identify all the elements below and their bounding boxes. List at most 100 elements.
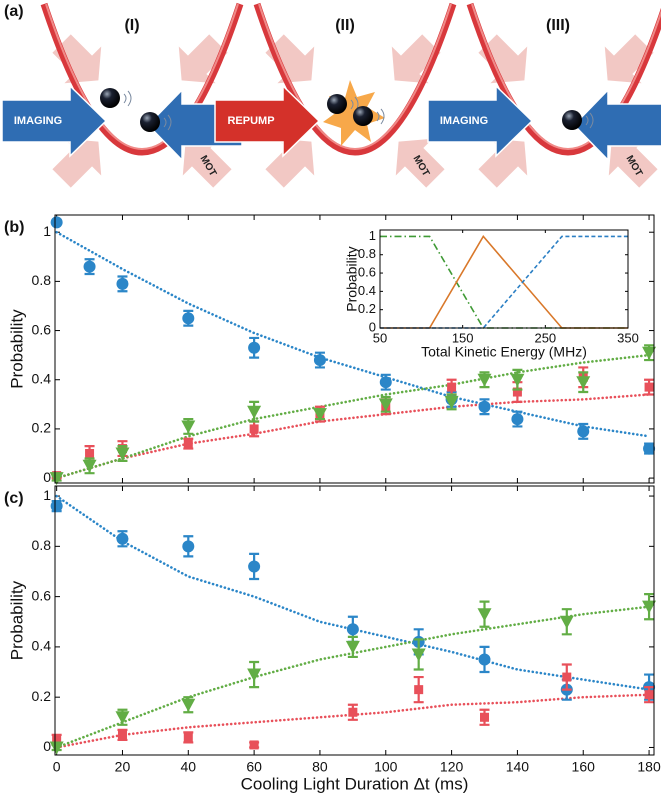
- y-tick-label: 0.6: [32, 587, 52, 603]
- fit-line: [57, 496, 650, 689]
- x-tick-label: 60: [246, 759, 262, 775]
- data-point: [184, 733, 193, 742]
- data-point: [115, 711, 129, 724]
- data-point: [478, 608, 492, 621]
- atom: [562, 110, 582, 130]
- data-point: [479, 653, 491, 665]
- data-point: [51, 216, 63, 228]
- data-point: [182, 312, 194, 324]
- fit-line: [57, 395, 650, 479]
- x-axis-label: Total Kinetic Energy (MHz): [421, 344, 587, 360]
- data-point: [560, 616, 574, 629]
- y-tick-label: 0.6: [32, 321, 52, 337]
- x-tick-label: 180: [637, 759, 661, 775]
- inset-background: [380, 230, 628, 328]
- data-point: [181, 699, 195, 712]
- data-point: [562, 673, 571, 682]
- atom: [327, 94, 347, 114]
- data-point: [182, 540, 194, 552]
- data-point: [248, 342, 260, 354]
- panel-label: (a): [4, 3, 24, 20]
- data-point: [347, 623, 359, 635]
- panel-label: (c): [4, 490, 24, 507]
- y-tick-label: 0.6: [358, 264, 376, 279]
- data-point: [447, 383, 456, 392]
- data-point: [51, 500, 63, 512]
- data-point: [379, 398, 393, 411]
- data-point: [116, 533, 128, 545]
- y-tick-label: 0.2: [32, 688, 52, 704]
- y-tick-label: 0: [43, 738, 51, 754]
- data-point: [116, 278, 128, 290]
- data-point: [479, 401, 491, 413]
- data-point: [118, 730, 127, 739]
- mot-beam: [589, 25, 661, 99]
- atom: [353, 106, 373, 126]
- data-point: [248, 560, 260, 572]
- x-tick-label: 100: [374, 759, 398, 775]
- x-tick-label: 40: [181, 759, 197, 775]
- y-tick-label: 1: [43, 223, 51, 239]
- data-point: [50, 741, 64, 754]
- data-point: [645, 690, 654, 699]
- beam-label: IMAGING: [14, 115, 62, 127]
- data-point: [577, 425, 589, 437]
- scene: REPUMPMOT(II): [215, 4, 454, 197]
- y-tick-label: 0.2: [32, 420, 52, 436]
- y-tick-label: 0.8: [32, 272, 52, 288]
- data-point: [380, 376, 392, 388]
- motion-lines: [124, 91, 131, 106]
- y-tick-label: 1: [369, 228, 376, 243]
- fit-line: [57, 355, 650, 478]
- x-tick-label: 350: [617, 330, 639, 345]
- x-tick-label: 80: [312, 759, 328, 775]
- data-point: [250, 424, 259, 433]
- y-tick-label: 0: [43, 469, 51, 485]
- x-tick-label: 0: [53, 759, 61, 775]
- data-point: [84, 261, 96, 273]
- y-tick-label: 0.8: [32, 537, 52, 553]
- panel-label: (b): [4, 219, 24, 236]
- y-tick-label: 0.2: [358, 301, 376, 316]
- data-point: [414, 685, 423, 694]
- y-tick-label: 0.4: [32, 638, 52, 654]
- x-tick-label: 50: [373, 330, 387, 345]
- scene-title: (III): [546, 17, 570, 34]
- y-tick-label: 1: [43, 487, 51, 503]
- x-axis-label: Cooling Light Duration Δt (ms): [241, 774, 469, 793]
- y-tick-label: 0.4: [358, 283, 376, 298]
- fit-line: [57, 695, 650, 748]
- y-tick-label: 0.4: [32, 370, 52, 386]
- beam-label: REPUMP: [227, 115, 274, 127]
- data-point: [247, 406, 261, 419]
- data-point: [184, 439, 193, 448]
- data-point: [645, 383, 654, 392]
- y-axis-label: Probability: [7, 580, 26, 660]
- scene-title: (I): [124, 17, 139, 34]
- scene-title: (II): [335, 17, 355, 34]
- x-tick-label: 20: [115, 759, 131, 775]
- beam-label: IMAGING: [440, 115, 488, 127]
- x-tick-label: 120: [440, 759, 464, 775]
- data-point: [85, 449, 94, 458]
- chart: 0 0.2 0.4 0.6 0.8 1 0 20 40 60 80 100 120 140 160 180 Pr…: [4, 486, 661, 793]
- data-point: [510, 374, 524, 387]
- data-point: [250, 740, 259, 749]
- data-point: [314, 354, 326, 366]
- atom: [100, 88, 120, 108]
- x-tick-label: 160: [572, 759, 596, 775]
- y-tick-label: 0.8: [358, 246, 376, 261]
- figure: (a) IMAGINGMOT(I)REPUMPMOT(II)IMAGINGMOT…: [0, 0, 661, 794]
- data-point: [181, 420, 195, 433]
- y-axis-label: Probability: [344, 246, 360, 311]
- data-point: [511, 413, 523, 425]
- data-point: [480, 713, 489, 722]
- y-axis-label: Probability: [7, 309, 26, 389]
- data-point: [348, 708, 357, 717]
- atom: [140, 112, 160, 132]
- x-tick-label: 140: [506, 759, 530, 775]
- data-point: [643, 443, 655, 455]
